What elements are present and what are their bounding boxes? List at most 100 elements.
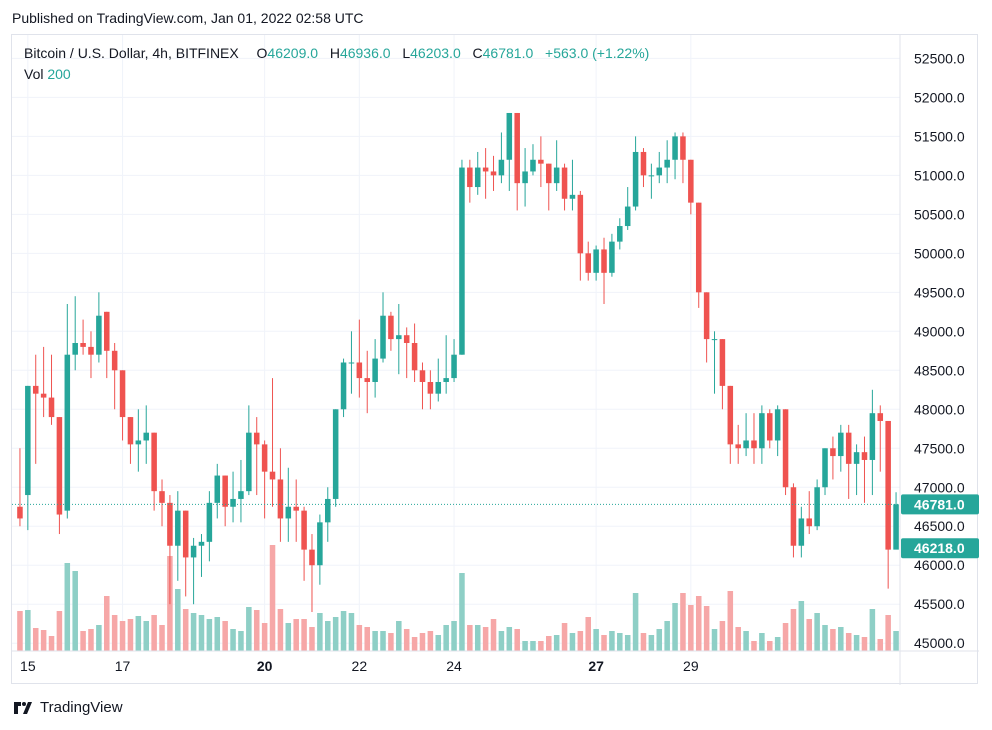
volume-bar <box>546 636 552 651</box>
candle-body <box>474 167 481 188</box>
candle-body <box>593 249 599 273</box>
volume-bar <box>419 633 426 651</box>
candle-body <box>759 413 765 449</box>
candle-body <box>443 378 449 382</box>
volume-bar <box>838 627 844 651</box>
volume-bar <box>688 605 694 651</box>
volume-bar <box>482 627 489 651</box>
volume-bar <box>198 615 205 651</box>
candle-body <box>396 335 402 340</box>
volume-bar <box>190 613 197 651</box>
chart-canvas[interactable]: 52500.0 52000.0 51500.0 51000.0 50500.0 50000… <box>12 35 979 685</box>
volume-bar <box>403 629 410 651</box>
candle-body <box>111 350 118 371</box>
volume-bar <box>648 635 655 651</box>
volume-bar <box>774 637 781 651</box>
candle-body <box>861 452 868 460</box>
volume-bar <box>632 593 639 651</box>
volume-bar <box>703 606 710 651</box>
volume-bar <box>261 623 268 651</box>
volume-bar <box>348 613 355 651</box>
candle-body <box>703 292 710 340</box>
price-label-box <box>901 494 979 515</box>
candle-body <box>222 475 228 507</box>
candle-body <box>285 506 292 519</box>
volume-bar <box>506 627 513 651</box>
volume-bar <box>790 609 797 651</box>
volume-bar <box>845 633 852 651</box>
candle-body <box>546 163 552 184</box>
candle-body <box>719 339 726 386</box>
volume-legend: Vol 200 <box>24 66 71 82</box>
candle-body <box>17 506 23 519</box>
volume-bar <box>32 628 39 651</box>
volume-bar <box>814 613 820 651</box>
candle-body <box>482 167 489 172</box>
y-tick-label: 51500.0 <box>914 128 965 144</box>
y-tick-label: 52500.0 <box>914 50 965 66</box>
y-tick-label: 45500.0 <box>914 596 965 612</box>
volume-bar <box>474 625 481 651</box>
candle-body <box>506 112 513 160</box>
volume-bar <box>522 641 528 651</box>
volume-bar <box>175 589 181 651</box>
y-tick-label: 52000.0 <box>914 89 965 105</box>
volume-bar <box>317 613 323 651</box>
candle-body <box>695 202 702 293</box>
volume-bar <box>17 611 23 651</box>
volume-bar <box>325 621 331 651</box>
volume-bar <box>159 625 165 651</box>
volume-bar <box>877 639 884 651</box>
volume-bar <box>719 621 726 651</box>
x-tick-label: 17 <box>115 658 131 674</box>
candle-body <box>104 311 110 351</box>
candle-body <box>119 370 126 418</box>
volume-bar <box>40 630 47 651</box>
volume-bar <box>798 601 805 651</box>
volume-bar <box>435 635 442 651</box>
tradingview-logo-icon <box>14 701 32 714</box>
candle-body <box>664 159 670 168</box>
candle-body <box>656 167 663 176</box>
candle-body <box>853 452 860 464</box>
chart-frame[interactable]: 52500.0 52000.0 51500.0 51000.0 50500.0 50000… <box>11 34 979 685</box>
x-tick-label: 15 <box>20 658 36 674</box>
candle-body <box>364 378 370 382</box>
candle-body <box>309 549 315 566</box>
candle-body <box>680 136 686 160</box>
candle-body <box>711 339 718 341</box>
volume-bar <box>459 573 465 651</box>
candle-body <box>751 440 757 449</box>
grid-layer <box>12 35 900 651</box>
candle-body <box>25 385 31 496</box>
candle-body <box>869 413 876 460</box>
candle-body <box>348 362 355 364</box>
footer-brand[interactable]: TradingView <box>12 699 123 716</box>
volume-bar <box>340 611 347 651</box>
candle-body <box>80 343 86 347</box>
volume-bar <box>853 635 860 651</box>
candle-body <box>198 541 205 546</box>
volume-bar <box>411 637 418 651</box>
volume-label: Vol <box>24 66 44 82</box>
candle-body <box>561 167 568 199</box>
candle-body <box>175 510 181 546</box>
candle-body <box>885 420 891 550</box>
volume-bar <box>822 625 828 651</box>
volume-bar <box>380 631 386 651</box>
price-label-text: 46781.0 <box>914 496 965 512</box>
volume-bar <box>119 621 126 651</box>
volume-bar <box>869 609 876 651</box>
candle-body <box>569 194 576 199</box>
y-tick-label: 47000.0 <box>914 479 965 495</box>
volume-bar <box>585 617 591 651</box>
volume-bar <box>861 637 868 651</box>
volume-bar <box>64 563 71 651</box>
candle-body <box>798 518 805 546</box>
candle-body <box>467 167 473 188</box>
candle-body <box>735 444 741 449</box>
candle-body <box>261 444 268 472</box>
candle-body <box>277 479 284 519</box>
candle-body <box>40 393 47 398</box>
candle-body <box>246 432 252 492</box>
